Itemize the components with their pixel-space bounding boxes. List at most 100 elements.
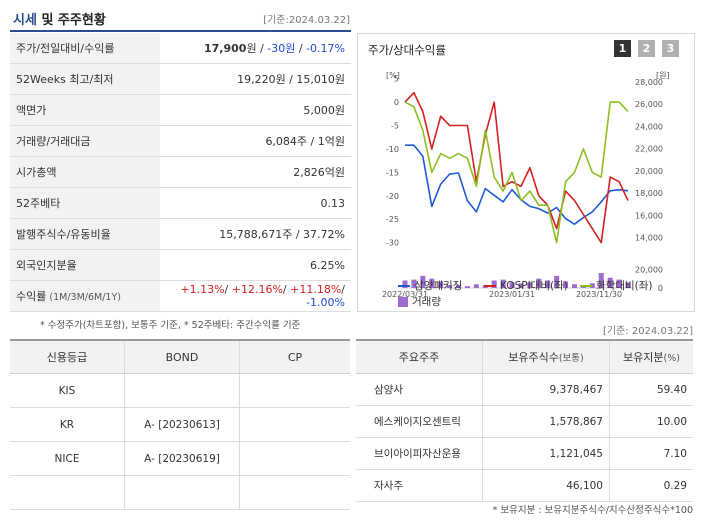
holders-cell: 브이아이피자산운용 — [356, 437, 483, 470]
quote-row: 발행주식수/유동비율 15,788,671주 / 37.72% — [10, 218, 351, 250]
volume-bar — [518, 283, 524, 288]
legend-stock: 삼양패키징 — [398, 278, 462, 293]
quote-label-sub: (1M/3M/6M/1Y) — [46, 292, 121, 303]
legend-kospi: KOSPI대비(좌) — [484, 278, 568, 293]
volume-tick-label: 20,000 — [635, 265, 663, 274]
quote-label-text: 52주베타 — [16, 197, 61, 210]
holders-cell: 0.29 — [609, 469, 693, 502]
volume-bar — [411, 279, 417, 288]
legend-kospi-swatch — [484, 285, 496, 287]
right-tick-label: 20,000 — [635, 167, 663, 176]
holders-cell: 자사주 — [356, 469, 483, 502]
quote-value-part: -1.00% — [306, 296, 345, 309]
legend-volume: 거래량 — [398, 294, 441, 309]
section-title: 시세 및 주주현황 — [13, 13, 106, 28]
quote-value-part: +1.13% — [180, 283, 225, 296]
holders-cell: 1,578,867 — [482, 405, 610, 438]
series-line-stock — [405, 144, 629, 225]
legend-stock-swatch — [398, 285, 410, 287]
credit-cell: KIS — [10, 373, 125, 408]
quote-value: 15,788,671주 / 37.72% — [160, 218, 351, 250]
credit-cell — [124, 373, 240, 408]
right-tick-label: 14,000 — [635, 234, 663, 243]
credit-header-cell: BOND — [124, 339, 240, 374]
holders-cell: 7.10 — [609, 437, 693, 470]
volume-bar — [500, 279, 506, 288]
right-tick-label: 16,000 — [635, 211, 663, 220]
credit-header-cell: 신용등급 — [10, 339, 125, 374]
quote-value-part: / — [282, 283, 291, 296]
holders-header-cell: 보유지분(%) — [609, 339, 693, 374]
left-axis-unit: [%] — [386, 71, 400, 80]
credit-rating-section: 신용등급 BOND CP KIS KR A- [20230613] NICE A- [2023… — [10, 339, 350, 510]
quote-label: 수익률 (1M/3M/6M/1Y) — [10, 280, 160, 312]
right-tick-label: 24,000 — [635, 122, 663, 131]
volume-bar — [571, 284, 577, 288]
volume-bar — [589, 283, 595, 288]
holders-cell: 삼양사 — [356, 373, 483, 406]
left-tick-label: -30 — [386, 239, 399, 248]
legend-stock-label: 삼양패키징 — [414, 280, 463, 292]
volume-bar — [456, 285, 462, 288]
volume-tick-label: 0 — [658, 284, 663, 293]
volume-bar — [447, 285, 453, 288]
credit-row — [10, 475, 350, 510]
volume-bar — [545, 280, 551, 288]
quote-row: 외국인지분율 6.25% — [10, 249, 351, 281]
right-tick-label: 22,000 — [635, 145, 663, 154]
holders-header-cell: 주요주주 — [356, 339, 483, 374]
quote-value: 17,900원 / -30원 / -0.17% — [160, 33, 351, 64]
quote-value-part: -0.17% — [306, 42, 345, 55]
quote-value: 2,826억원 — [160, 156, 351, 188]
major-holders-table: 주요주주 보유주식수(보통) 보유지분(%) 삼양사 9,378,467 59.40 에스케… — [356, 339, 693, 502]
quote-value-part: 원 / — [246, 42, 268, 55]
left-tick-label: -25 — [386, 215, 399, 224]
legend-volume-swatch — [398, 297, 408, 307]
credit-row: NICE A- [20230619] — [10, 441, 350, 476]
holders-row: 에스케이지오센트릭 1,578,867 10.00 — [356, 405, 693, 438]
chart-title: 주가/상대수익률 — [368, 43, 446, 57]
holders-cell: 46,100 — [482, 469, 610, 502]
holders-footnote: * 보유지분 : 보유지분주식수/지수산정주식수*100 — [492, 505, 693, 516]
holders-header-text: (%) — [663, 353, 680, 364]
quote-value-part: / — [295, 42, 307, 55]
volume-bar — [625, 282, 631, 288]
credit-cell: A- [20230613] — [124, 407, 240, 442]
volume-bar — [616, 279, 622, 288]
right-tick-label: 18,000 — [635, 189, 663, 198]
holders-header-text: 보유지분 — [623, 351, 664, 364]
chart-tab-1[interactable]: 1 — [614, 40, 631, 57]
quote-label: 발행주식수/유동비율 — [10, 218, 160, 250]
quote-value: 6,084주 / 1억원 — [160, 125, 351, 157]
legend-chem-swatch — [580, 285, 592, 287]
legend-kospi-label: KOSPI대비(좌) — [500, 280, 568, 292]
quote-value: 6.25% — [160, 249, 351, 281]
holders-cell: 1,121,045 — [482, 437, 610, 470]
credit-cell: A- [20230619] — [124, 441, 240, 476]
quote-label-text: 외국인지분율 — [16, 259, 77, 272]
credit-cell — [124, 475, 240, 510]
x-tick-label: 2023/01/31 — [489, 290, 535, 299]
quote-label-text: 시가총액 — [16, 166, 57, 179]
volume-bar — [563, 281, 569, 288]
chart-tab-2[interactable]: 2 — [638, 40, 655, 57]
x-tick-label: 2023/11/30 — [576, 290, 622, 299]
holders-row: 자사주 46,100 0.29 — [356, 469, 693, 502]
quote-label-text: 발행주식수/유동비율 — [16, 228, 111, 241]
volume-bar — [491, 280, 497, 288]
holders-header-text: 주요주주 — [398, 351, 440, 364]
holders-cell: 9,378,467 — [482, 373, 610, 406]
credit-header-cell: CP — [239, 339, 350, 374]
holders-row: 브이아이피자산운용 1,121,045 7.10 — [356, 437, 693, 470]
credit-cell — [10, 475, 125, 510]
legend-chem: 화학대비(좌) — [580, 278, 653, 293]
holders-cell: 에스케이지오센트릭 — [356, 405, 483, 438]
chart-svg: [%] [원] 5 0 -5 -10 -15 -20 -25 -30 28,000 26,000 24,… — [382, 71, 670, 299]
chart-tab-3[interactable]: 3 — [662, 40, 679, 57]
credit-cell — [239, 475, 350, 510]
volume-bar — [607, 277, 613, 288]
header-rule — [10, 30, 351, 32]
right-axis-unit: [원] — [656, 71, 670, 80]
quote-value-part: +11.18% — [290, 283, 342, 296]
base-date: [기준:2024.03.22] — [263, 15, 350, 26]
